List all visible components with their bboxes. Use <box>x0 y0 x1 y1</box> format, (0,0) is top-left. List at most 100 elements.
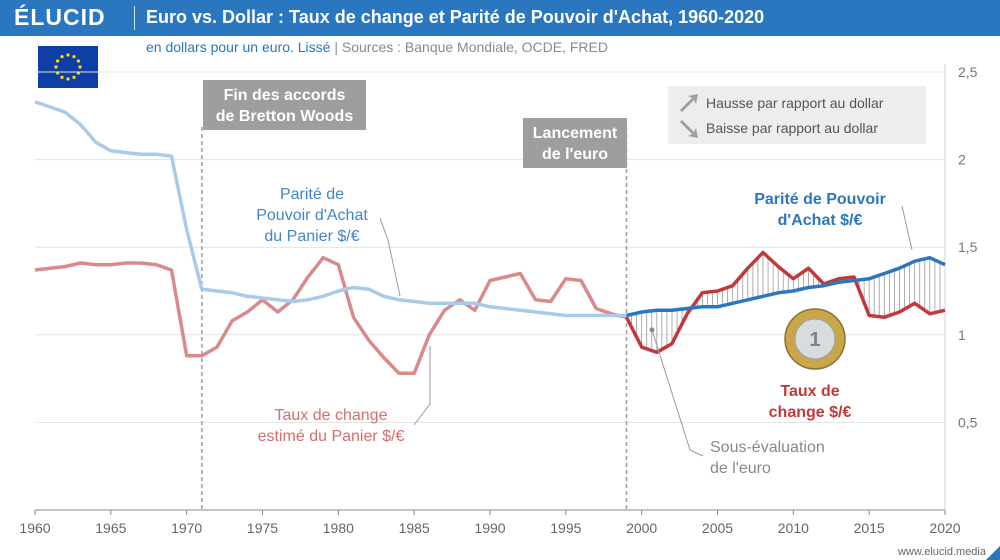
ppp-point <box>701 305 704 308</box>
x-tick-label: 1970 <box>171 520 202 536</box>
y-tick-label: 0,5 <box>958 414 978 430</box>
ppp-point <box>655 309 658 312</box>
ppp-point <box>807 286 810 289</box>
ppp-point <box>868 277 871 280</box>
eu-stars-icon <box>54 53 82 81</box>
fx-point <box>746 267 749 270</box>
fx-point <box>246 311 249 314</box>
fx-point <box>276 311 279 314</box>
fx-point <box>534 298 537 301</box>
ppp-point <box>276 298 279 301</box>
x-tick-label: 2015 <box>854 520 885 536</box>
fx-line-after-euro <box>624 250 946 355</box>
y-tick-label: 1 <box>958 327 966 343</box>
ppp-point <box>534 311 537 314</box>
ppp-point <box>564 314 567 317</box>
ppp-before-label: Parité de <box>280 186 344 203</box>
fx-before-label: Taux de change <box>275 407 388 424</box>
x-tick-label: 1965 <box>95 520 126 536</box>
arrow-down-icon <box>680 120 698 138</box>
fx-point <box>428 333 431 336</box>
x-tick-label: 1960 <box>19 520 50 536</box>
fx-point <box>79 261 82 264</box>
ppp-line-after-euro <box>626 255 946 318</box>
y-tick-label: 1,5 <box>958 239 978 255</box>
ppp-point <box>443 302 446 305</box>
ppp-before-label: Pouvoir d'Achat <box>256 207 368 224</box>
fx-point <box>716 290 719 293</box>
ppp-point <box>898 267 901 270</box>
fx-point <box>64 265 67 268</box>
fx-point <box>307 275 310 278</box>
fx-point <box>580 279 583 282</box>
ppp-point <box>428 302 431 305</box>
ppp-point <box>458 302 461 305</box>
ppp-point <box>398 298 401 301</box>
fx-point <box>807 267 810 270</box>
ppp-point <box>853 279 856 282</box>
ppp-point <box>504 307 507 310</box>
fx-point <box>898 311 901 314</box>
ppp-point <box>337 290 340 293</box>
subtitle-separator: | <box>334 39 342 55</box>
ppp-before-leader <box>379 217 401 297</box>
fx-point <box>853 275 856 278</box>
fx-point <box>155 263 158 266</box>
ppp-point <box>640 311 643 314</box>
ppp-point <box>549 312 552 315</box>
fx-point <box>519 272 522 275</box>
fx-point <box>458 298 461 301</box>
ppp-point <box>49 106 52 109</box>
ppp-point <box>489 305 492 308</box>
fx-line-before-euro <box>34 255 627 376</box>
ppp-point <box>79 123 82 126</box>
header-divider <box>134 6 135 30</box>
fx-point <box>868 314 871 317</box>
euro-launch-label-text: de l'euro <box>542 146 608 163</box>
eu-star <box>66 77 70 81</box>
fx-after-label: change $/€ <box>769 404 852 421</box>
ppp-point <box>944 263 947 266</box>
ppp-point <box>519 309 522 312</box>
ppp-point <box>367 288 370 291</box>
fx-point <box>762 251 765 254</box>
ppp-point <box>913 260 916 263</box>
series-lines <box>34 100 946 376</box>
bretton-woods-label-box <box>203 80 366 130</box>
ppp-point <box>109 149 112 152</box>
annotations: Fin des accords de Bretton Woods Lancement… <box>203 80 926 477</box>
subtitle-sources: Sources : Banque Mondiale, OCDE, FRED <box>341 39 608 55</box>
x-tick-label: 1995 <box>550 520 581 536</box>
eu-star <box>72 55 76 59</box>
brand-logo: ÉLUCID <box>14 4 106 30</box>
legend-box <box>668 86 926 144</box>
fx-point <box>322 256 325 259</box>
undervaluation-label: de l'euro <box>710 460 771 477</box>
x-tick-label: 2020 <box>929 520 960 536</box>
ppp-after-label: d'Achat $/€ <box>778 212 863 229</box>
fx-point <box>94 263 97 266</box>
fx-point <box>883 316 886 319</box>
eu-star <box>76 59 80 63</box>
header-bar: ÉLUCID Euro vs. Dollar : Taux de change … <box>0 0 1000 36</box>
ppp-point <box>777 291 780 294</box>
bretton-woods-label-text: Fin des accords <box>224 87 346 104</box>
fx-point <box>49 267 52 270</box>
footer-corner-icon <box>986 546 1000 560</box>
fx-point <box>367 339 370 342</box>
fx-point <box>398 372 401 375</box>
ppp-point <box>185 228 188 231</box>
ppp-point <box>155 153 158 156</box>
fx-point <box>655 351 658 354</box>
x-tick-label: 2005 <box>702 520 733 536</box>
legend-down-label: Baisse par rapport au dollar <box>706 120 878 136</box>
ppp-point <box>246 295 249 298</box>
ppp-line-before-euro <box>34 100 627 318</box>
fx-after-label: Taux de <box>780 383 839 400</box>
legend-up-label: Hausse par rapport au dollar <box>706 95 884 111</box>
ppp-point <box>837 281 840 284</box>
x-tick-label: 1985 <box>399 520 430 536</box>
ppp-before-label: du Panier $/€ <box>264 228 359 245</box>
fx-point <box>504 275 507 278</box>
fx-point <box>913 302 916 305</box>
